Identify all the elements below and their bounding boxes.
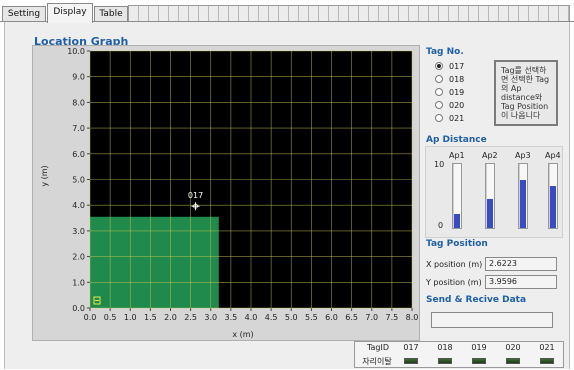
tag-status-table: TagID 자리이탈 017 018 019 020 021 [354,341,564,368]
y-tick-label: 10.0 [67,47,85,56]
ap-distance-title: Ap Distance [426,135,487,145]
tag-radio-019[interactable]: 019 [435,87,464,99]
y-tick-label: 8.0 [72,98,85,107]
x-tick-label: 7.0 [365,313,378,322]
ap3-gauge [518,163,528,229]
y-tick-label: 2.0 [72,253,85,262]
led-020 [506,358,520,364]
ap4-level [550,185,556,228]
x-tick-label: 7.5 [386,313,399,322]
ap3-level [520,180,526,228]
tag-radio-label: 020 [449,101,465,110]
x-tick-label: 5.0 [285,313,298,322]
tag-radio-017[interactable]: 017 [435,61,464,73]
x-tick-label: 1.5 [144,313,157,322]
location-graph-frame: 0.0 0.5 1.0 1.5 2.0 2.5 3.0 3.5 4.0 4.5 5.0 5.5 6.0 6… [32,45,420,341]
led-017 [404,358,418,364]
y-tick-label: 1.0 [72,278,85,287]
send-receive-field[interactable] [431,312,553,328]
tag-radio-021[interactable]: 021 [435,113,464,125]
tagid-017: 017 [403,343,419,352]
ap1-label: Ap1 [449,151,465,160]
radio-checked-icon[interactable] [435,61,443,70]
led-021 [540,358,554,364]
ap-distance-gauges: 10 0 Ap1 Ap2 Ap3 Ap4 [425,146,563,238]
radio-icon[interactable] [435,87,443,96]
tag-position-title: Tag Position [426,239,488,249]
x-tick-label: 5.5 [305,313,318,322]
x-position-label: X position (m) [426,260,483,269]
ap4-gauge [548,163,558,229]
tag-point-label: 017 [188,191,203,200]
zone-region [90,216,219,308]
x-position-field[interactable]: 2.6223 [485,257,557,271]
tab-setting[interactable]: Setting [2,6,46,22]
y-tick-label: 5.0 [72,176,85,185]
tagid-021: 021 [539,343,555,352]
tab-table[interactable]: Table [94,6,128,22]
tag-hint-text: Tag를 선택하면 선택한 Tag의 Ap distance와 Tag Posi… [494,60,558,126]
away-row-label: 자리이탈 [362,357,392,366]
y-tick-label: 3.0 [72,227,85,236]
y-tick-label: 6.0 [72,150,85,159]
radio-icon[interactable] [435,74,443,83]
tagid-header: TagID [366,343,390,352]
led-018 [438,358,452,364]
tab-underline [0,21,574,22]
tag-no-radio-group: 017 018 019 020 021 [425,57,487,127]
radio-icon[interactable] [435,100,443,109]
y-position-label: Y position (m) [426,278,482,287]
tab-display[interactable]: Display [47,3,93,23]
y-axis-label: y (m) [40,165,49,186]
x-tick-label: 4.5 [265,313,278,322]
tag-radio-label: 018 [449,75,465,84]
ap1-level [454,213,460,228]
tag-radio-020[interactable]: 020 [435,100,464,112]
ap-scale-min: 0 [438,221,444,230]
ap3-label: Ap3 [515,151,531,160]
x-tick-label: 8.0 [406,313,419,322]
ap4-label: Ap4 [545,151,561,160]
tagid-018: 018 [437,343,453,352]
ap2-gauge [485,163,495,229]
x-tick-label: 2.5 [184,313,197,322]
tag-radio-label: 019 [449,88,465,97]
origin-marker [93,296,101,305]
tag-radio-018[interactable]: 018 [435,74,464,86]
tagid-019: 019 [471,343,487,352]
tag-point [193,203,198,209]
x-tick-label: 3.5 [225,313,238,322]
ap2-label: Ap2 [482,151,498,160]
tab-bar: Setting Display Table [0,0,574,23]
tag-radio-label: 017 [449,62,465,71]
x-tick-label: 6.5 [345,313,358,322]
y-tick-label: 4.0 [72,201,85,210]
location-graph: 0.0 0.5 1.0 1.5 2.0 2.5 3.0 3.5 4.0 4.5 5.0 5.5 6.0 6… [40,47,419,339]
led-019 [472,358,486,364]
y-tick-label: 7.0 [72,124,85,133]
x-tick-label: 0.0 [84,313,97,322]
x-tick-label: 4.0 [245,313,258,322]
ap1-gauge [452,163,462,229]
location-graph-title: Location Graph [34,35,129,48]
tag-radio-label: 021 [449,114,465,123]
send-receive-title: Send & Recive Data [426,295,527,305]
ap-scale-max: 10 [434,160,445,169]
ap2-level [487,198,493,228]
radio-icon[interactable] [435,113,443,122]
x-tick-label: 3.0 [204,313,217,322]
x-axis-label: x (m) [232,330,253,339]
x-tick-label: 2.0 [164,313,177,322]
tag-no-title: Tag No. [426,47,464,57]
y-position-field[interactable]: 3.9596 [485,275,557,289]
tagid-020: 020 [505,343,521,352]
x-tick-label: 0.5 [104,313,117,322]
tab-strip-filler [128,5,570,21]
y-tick-label: 9.0 [72,73,85,82]
y-tick-label: 0.0 [72,304,85,313]
x-tick-label: 1.0 [124,313,137,322]
x-tick-label: 6.0 [325,313,338,322]
display-panel: Location Graph 0.0 0.5 1.0 1.5 2.0 2.5 3.0 3.5 4… [4,22,570,369]
